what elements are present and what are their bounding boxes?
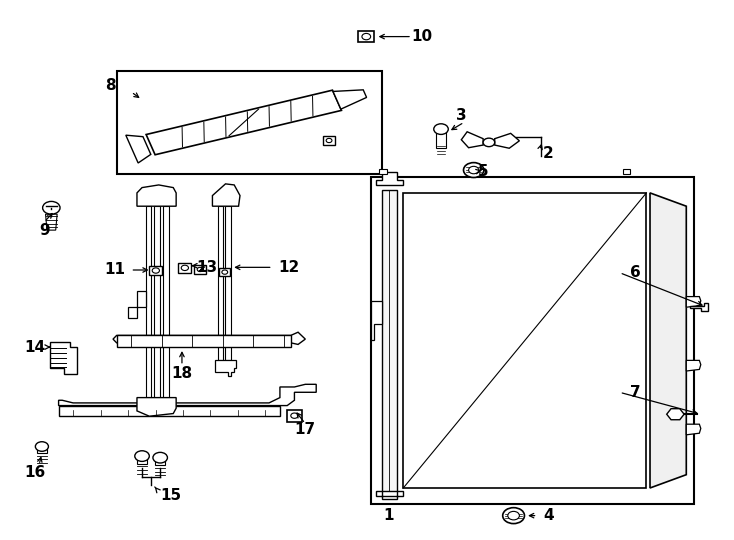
Text: 4: 4 — [543, 508, 553, 523]
Polygon shape — [218, 206, 223, 360]
Polygon shape — [382, 190, 398, 491]
Polygon shape — [666, 409, 684, 420]
Bar — [219, 268, 230, 276]
Bar — [323, 136, 335, 145]
Circle shape — [181, 265, 189, 271]
Polygon shape — [690, 303, 708, 311]
Text: 8: 8 — [106, 78, 116, 93]
Polygon shape — [436, 129, 446, 148]
Polygon shape — [214, 360, 236, 376]
Polygon shape — [495, 133, 520, 148]
Text: 18: 18 — [172, 366, 192, 381]
Circle shape — [43, 201, 60, 214]
Circle shape — [362, 33, 371, 40]
Text: 3: 3 — [456, 109, 467, 123]
Polygon shape — [225, 206, 230, 360]
Text: 17: 17 — [295, 422, 316, 437]
Text: 11: 11 — [105, 262, 126, 278]
Polygon shape — [146, 90, 341, 155]
Polygon shape — [163, 206, 169, 397]
Polygon shape — [376, 491, 403, 498]
Bar — [379, 169, 387, 174]
Polygon shape — [37, 447, 47, 453]
Circle shape — [483, 138, 495, 147]
Bar — [149, 266, 162, 275]
Circle shape — [152, 268, 159, 273]
Polygon shape — [59, 406, 280, 416]
Circle shape — [291, 413, 298, 418]
Text: 9: 9 — [39, 222, 49, 238]
Polygon shape — [333, 90, 366, 109]
Text: 12: 12 — [278, 260, 299, 275]
Polygon shape — [59, 384, 316, 406]
Circle shape — [434, 124, 448, 134]
Polygon shape — [145, 206, 151, 397]
Polygon shape — [126, 135, 150, 163]
Bar — [358, 31, 374, 43]
Polygon shape — [137, 397, 176, 416]
Circle shape — [222, 270, 228, 274]
Polygon shape — [137, 456, 147, 463]
Text: 5: 5 — [478, 164, 488, 179]
Circle shape — [135, 451, 149, 461]
Polygon shape — [128, 291, 145, 318]
Text: 10: 10 — [411, 29, 432, 44]
Polygon shape — [117, 335, 291, 347]
Polygon shape — [650, 193, 686, 488]
Text: 15: 15 — [161, 489, 181, 503]
Bar — [117, 71, 382, 174]
Polygon shape — [371, 301, 382, 340]
Text: 6: 6 — [630, 265, 641, 280]
Circle shape — [326, 138, 332, 143]
Text: 2: 2 — [543, 146, 553, 160]
Polygon shape — [155, 458, 165, 465]
Polygon shape — [113, 332, 305, 345]
Circle shape — [153, 453, 167, 463]
Polygon shape — [46, 214, 57, 230]
Bar — [371, 177, 694, 504]
Circle shape — [468, 166, 479, 174]
Bar — [622, 169, 630, 174]
Text: 1: 1 — [384, 508, 394, 523]
Text: 7: 7 — [631, 385, 641, 400]
Circle shape — [503, 508, 525, 524]
Text: 16: 16 — [24, 464, 46, 480]
Circle shape — [35, 442, 48, 451]
Polygon shape — [50, 342, 78, 374]
Polygon shape — [154, 206, 160, 397]
Polygon shape — [212, 184, 240, 206]
Text: 13: 13 — [197, 260, 218, 275]
Bar — [403, 193, 647, 488]
Bar — [287, 410, 302, 422]
Polygon shape — [686, 424, 701, 435]
Polygon shape — [686, 360, 701, 371]
Polygon shape — [686, 296, 701, 307]
Polygon shape — [462, 132, 483, 148]
Bar — [178, 263, 192, 273]
Bar — [195, 265, 206, 274]
Circle shape — [463, 163, 484, 178]
Polygon shape — [376, 172, 403, 185]
Text: 14: 14 — [24, 340, 46, 355]
Polygon shape — [137, 185, 176, 206]
Circle shape — [508, 511, 520, 520]
Circle shape — [197, 267, 203, 272]
